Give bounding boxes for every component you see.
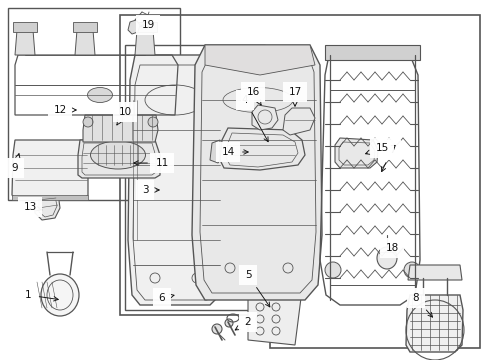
Polygon shape (248, 280, 302, 345)
Polygon shape (220, 128, 305, 170)
Circle shape (325, 262, 341, 278)
Polygon shape (78, 140, 160, 178)
Text: 7: 7 (382, 145, 395, 172)
Circle shape (225, 319, 233, 327)
Text: 16: 16 (246, 87, 261, 105)
Ellipse shape (91, 141, 146, 169)
Polygon shape (12, 140, 88, 198)
Polygon shape (75, 30, 95, 55)
Polygon shape (15, 30, 35, 55)
Polygon shape (192, 45, 322, 300)
Text: 17: 17 (289, 87, 302, 106)
Polygon shape (73, 22, 97, 32)
Text: 18: 18 (385, 243, 399, 253)
Polygon shape (252, 105, 278, 130)
Polygon shape (335, 138, 378, 168)
Polygon shape (12, 195, 88, 200)
Text: 6: 6 (159, 293, 174, 303)
Text: 15: 15 (366, 143, 389, 154)
Text: 8: 8 (413, 293, 433, 317)
Text: 9: 9 (12, 154, 20, 173)
Text: 12: 12 (53, 105, 76, 115)
Polygon shape (135, 30, 155, 55)
Polygon shape (13, 22, 37, 32)
Text: 1: 1 (24, 290, 58, 301)
Text: 4: 4 (242, 95, 268, 142)
Polygon shape (406, 295, 463, 352)
Ellipse shape (88, 87, 113, 103)
Circle shape (404, 262, 420, 278)
Circle shape (83, 117, 93, 127)
Text: 14: 14 (221, 147, 248, 157)
Text: 19: 19 (141, 20, 155, 30)
Circle shape (212, 324, 222, 334)
Polygon shape (210, 140, 220, 163)
Polygon shape (128, 55, 222, 305)
Ellipse shape (41, 274, 79, 316)
Polygon shape (205, 45, 315, 75)
Text: 5: 5 (245, 270, 270, 307)
Polygon shape (83, 115, 158, 142)
Text: 3: 3 (142, 185, 159, 195)
Polygon shape (133, 22, 157, 32)
Circle shape (148, 117, 158, 127)
Text: 2: 2 (235, 317, 251, 330)
Text: 13: 13 (24, 202, 42, 212)
Text: 11: 11 (134, 158, 169, 168)
Polygon shape (408, 265, 462, 280)
Ellipse shape (377, 247, 397, 269)
Polygon shape (283, 108, 315, 135)
Text: 10: 10 (117, 107, 131, 125)
Polygon shape (325, 45, 420, 60)
Polygon shape (35, 188, 60, 220)
Polygon shape (128, 20, 140, 34)
